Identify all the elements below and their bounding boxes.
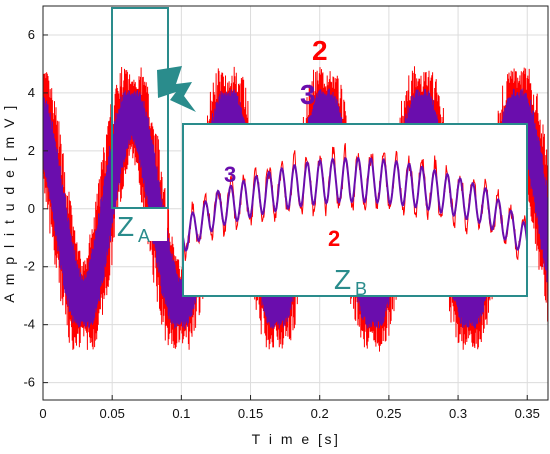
y-tick-label: -2 — [23, 259, 35, 274]
y-tick-label: 4 — [28, 85, 35, 100]
zone-b-label-sub: B — [355, 279, 367, 299]
plot-frame — [42, 5, 549, 401]
y-tick-label: -4 — [23, 317, 35, 332]
zone-a-label-sub: A — [138, 226, 150, 246]
series-2-annotation-main: 2 — [312, 35, 328, 66]
x-tick-label: 0.35 — [515, 406, 540, 421]
zone-b-traces — [183, 143, 527, 261]
zone-a-box — [111, 7, 169, 209]
x-axis-title: T i m e [s] — [252, 431, 341, 447]
zone-a-label: Z A — [115, 209, 167, 246]
x-tick-label: 0.2 — [311, 406, 329, 421]
y-axis-title: A m p l i t u d e [ m V ] — [1, 103, 17, 302]
x-tick-label: 0.3 — [449, 406, 467, 421]
y-tick-label: -6 — [23, 375, 35, 390]
zone-b-label-main: Z — [334, 264, 351, 295]
inset-series-3-line — [183, 156, 527, 253]
series-3-annotation-inset: 3 — [224, 162, 236, 187]
x-tick-label: 0.05 — [100, 406, 125, 421]
x-tick-label: 0.15 — [238, 406, 263, 421]
zone-a-label-main: Z — [117, 211, 134, 242]
zone-b-box — [182, 123, 528, 297]
y-tick-label: 0 — [28, 201, 35, 216]
series-3-annotation-main: 3 — [300, 79, 316, 110]
zoom-arrow-icon — [157, 66, 196, 112]
y-tick-label: 6 — [28, 27, 35, 42]
x-tick-label: 0.25 — [376, 406, 401, 421]
axis-ticks: 0 0.05 0.1 0.15 0.2 0.25 0.3 0.35 -6 -4 -2 0 2 4 6 — [23, 27, 539, 421]
x-tick-label: 0 — [39, 406, 46, 421]
series-2-annotation-inset: 2 — [328, 226, 340, 251]
x-tick-label: 0.1 — [172, 406, 190, 421]
y-tick-label: 2 — [28, 143, 35, 158]
